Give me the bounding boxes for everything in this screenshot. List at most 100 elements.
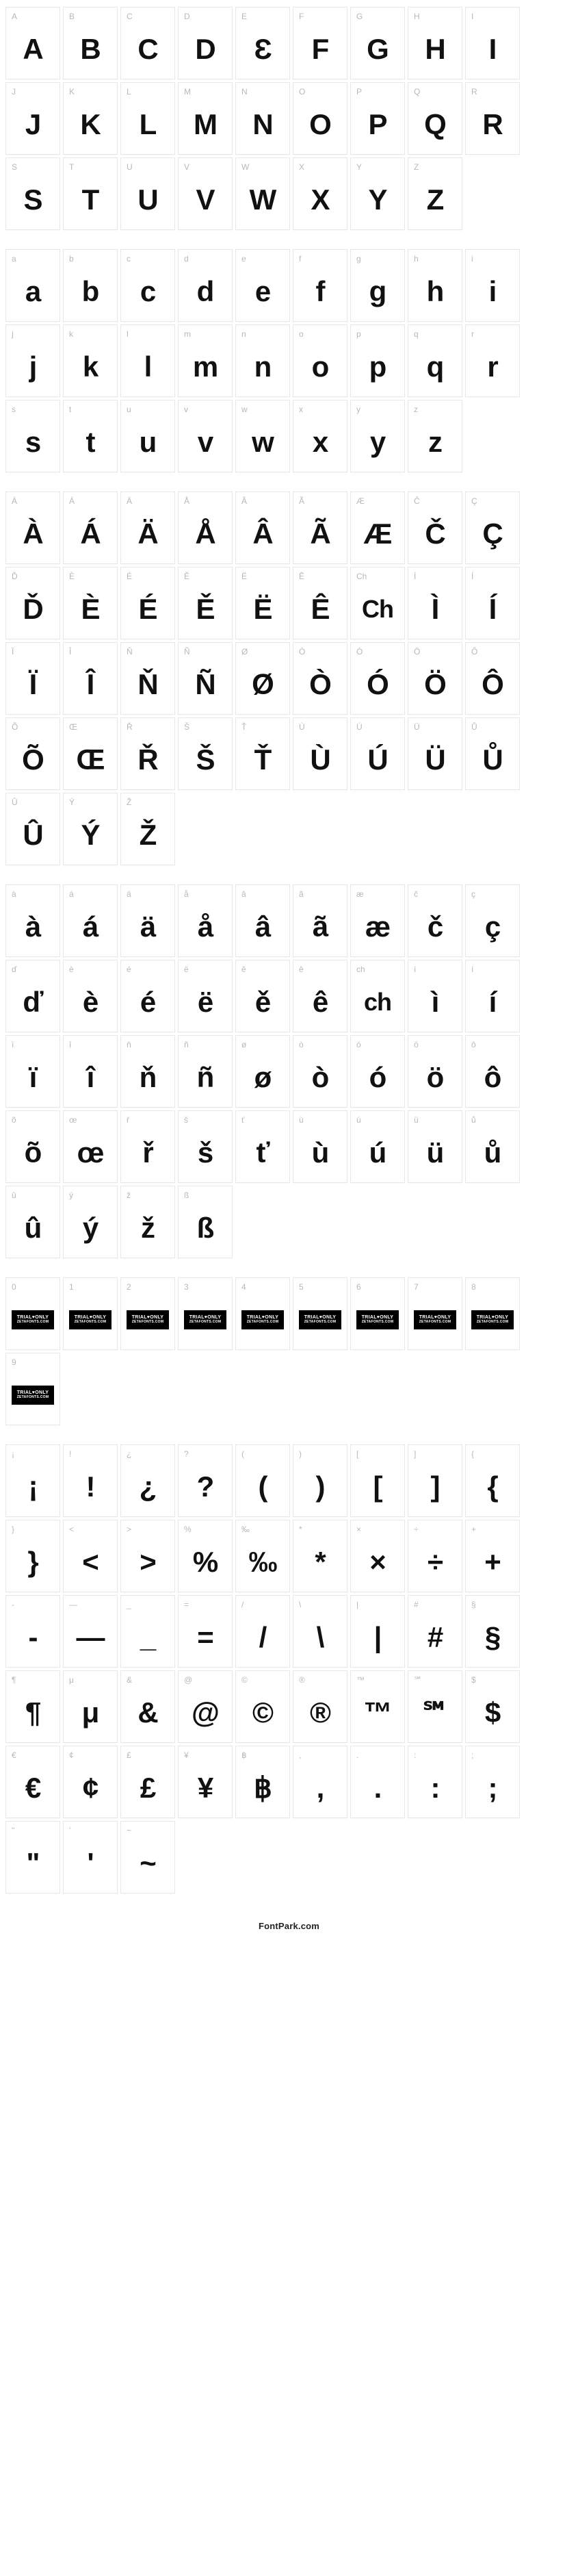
- glyph-cell[interactable]: zz: [408, 400, 462, 472]
- glyph-cell[interactable]: ((: [235, 1444, 290, 1517]
- glyph-cell[interactable]: >>: [120, 1520, 175, 1592]
- glyph-cell[interactable]: II: [465, 7, 520, 79]
- glyph-cell[interactable]: ;;: [465, 1746, 520, 1818]
- glyph-cell[interactable]: PP: [350, 82, 405, 155]
- glyph-cell[interactable]: 5TRIAL♥ONLYZETAFONTS.COM: [293, 1277, 347, 1350]
- glyph-cell[interactable]: óó: [350, 1035, 405, 1108]
- glyph-cell[interactable]: ûû: [5, 1186, 60, 1258]
- glyph-cell[interactable]: ËË: [235, 567, 290, 639]
- glyph-cell[interactable]: LL: [120, 82, 175, 155]
- glyph-cell[interactable]: ÓÓ: [350, 642, 405, 715]
- glyph-cell[interactable]: QQ: [408, 82, 462, 155]
- glyph-cell[interactable]: ÏÏ: [5, 642, 60, 715]
- glyph-cell[interactable]: μμ: [63, 1670, 118, 1743]
- glyph-cell[interactable]: ÚÚ: [350, 717, 405, 790]
- glyph-cell[interactable]: òò: [293, 1035, 347, 1108]
- glyph-cell[interactable]: ãã: [293, 884, 347, 957]
- glyph-cell[interactable]: ťť: [235, 1110, 290, 1183]
- glyph-cell[interactable]: rr: [465, 324, 520, 397]
- glyph-cell[interactable]: WW: [235, 157, 290, 230]
- glyph-cell[interactable]: ÎÎ: [63, 642, 118, 715]
- glyph-cell[interactable]: chch: [350, 960, 405, 1032]
- glyph-cell[interactable]: àà: [5, 884, 60, 957]
- glyph-cell[interactable]: $$: [465, 1670, 520, 1743]
- glyph-cell[interactable]: nn: [235, 324, 290, 397]
- glyph-cell[interactable]: hh: [408, 249, 462, 322]
- glyph-cell[interactable]: ÔÔ: [465, 642, 520, 715]
- glyph-cell[interactable]: ::: [408, 1746, 462, 1818]
- glyph-cell[interactable]: %%: [178, 1520, 233, 1592]
- glyph-cell[interactable]: éé: [120, 960, 175, 1032]
- glyph-cell[interactable]: ÇÇ: [465, 492, 520, 564]
- glyph-cell[interactable]: EƐ: [235, 7, 290, 79]
- glyph-cell[interactable]: **: [293, 1520, 347, 1592]
- glyph-cell[interactable]: ++: [465, 1520, 520, 1592]
- glyph-cell[interactable]: tt: [63, 400, 118, 472]
- glyph-cell[interactable]: ÙÙ: [293, 717, 347, 790]
- glyph-cell[interactable]: ÂÂ: [235, 492, 290, 564]
- glyph-cell[interactable]: BB: [63, 7, 118, 79]
- glyph-cell[interactable]: ßß: [178, 1186, 233, 1258]
- glyph-cell[interactable]: ,,: [293, 1746, 347, 1818]
- glyph-cell[interactable]: ÊÊ: [293, 567, 347, 639]
- glyph-cell[interactable]: HH: [408, 7, 462, 79]
- glyph-cell[interactable]: bb: [63, 249, 118, 322]
- glyph-cell[interactable]: )): [293, 1444, 347, 1517]
- glyph-cell[interactable]: 3TRIAL♥ONLYZETAFONTS.COM: [178, 1277, 233, 1350]
- glyph-cell[interactable]: __: [120, 1595, 175, 1668]
- glyph-cell[interactable]: ll: [120, 324, 175, 397]
- glyph-cell[interactable]: čč: [408, 884, 462, 957]
- glyph-cell[interactable]: 1TRIAL♥ONLYZETAFONTS.COM: [63, 1277, 118, 1350]
- glyph-cell[interactable]: 2TRIAL♥ONLYZETAFONTS.COM: [120, 1277, 175, 1350]
- glyph-cell[interactable]: ==: [178, 1595, 233, 1668]
- glyph-cell[interactable]: !!: [63, 1444, 118, 1517]
- glyph-cell[interactable]: ČČ: [408, 492, 462, 564]
- glyph-cell[interactable]: öö: [408, 1035, 462, 1108]
- glyph-cell[interactable]: řř: [120, 1110, 175, 1183]
- glyph-cell[interactable]: îî: [63, 1035, 118, 1108]
- glyph-cell[interactable]: cc: [120, 249, 175, 322]
- glyph-cell[interactable]: [[: [350, 1444, 405, 1517]
- glyph-cell[interactable]: qq: [408, 324, 462, 397]
- glyph-cell[interactable]: ff: [293, 249, 347, 322]
- glyph-cell[interactable]: üü: [408, 1110, 462, 1183]
- glyph-cell[interactable]: {{: [465, 1444, 520, 1517]
- glyph-cell[interactable]: 8TRIAL♥ONLYZETAFONTS.COM: [465, 1277, 520, 1350]
- glyph-cell[interactable]: ÷÷: [408, 1520, 462, 1592]
- glyph-cell[interactable]: 4TRIAL♥ONLYZETAFONTS.COM: [235, 1277, 290, 1350]
- glyph-cell[interactable]: ÃÃ: [293, 492, 347, 564]
- glyph-cell[interactable]: ÝÝ: [63, 793, 118, 865]
- glyph-cell[interactable]: ĚĚ: [178, 567, 233, 639]
- glyph-cell[interactable]: --: [5, 1595, 60, 1668]
- glyph-cell[interactable]: ÍÍ: [465, 567, 520, 639]
- glyph-cell[interactable]: RR: [465, 82, 520, 155]
- glyph-cell[interactable]: šš: [178, 1110, 233, 1183]
- glyph-cell[interactable]: œœ: [63, 1110, 118, 1183]
- glyph-cell[interactable]: ZZ: [408, 157, 462, 230]
- glyph-cell[interactable]: 6TRIAL♥ONLYZETAFONTS.COM: [350, 1277, 405, 1350]
- glyph-cell[interactable]: ää: [120, 884, 175, 957]
- glyph-cell[interactable]: ÑÑ: [178, 642, 233, 715]
- glyph-cell[interactable]: 9TRIAL♥ONLYZETAFONTS.COM: [5, 1353, 60, 1425]
- glyph-cell[interactable]: kk: [63, 324, 118, 397]
- glyph-cell[interactable]: ÕÕ: [5, 717, 60, 790]
- glyph-cell[interactable]: êê: [293, 960, 347, 1032]
- glyph-cell[interactable]: ÈÈ: [63, 567, 118, 639]
- glyph-cell[interactable]: ®®: [293, 1670, 347, 1743]
- glyph-cell[interactable]: ďď: [5, 960, 60, 1032]
- glyph-cell[interactable]: ØØ: [235, 642, 290, 715]
- glyph-cell[interactable]: ŒŒ: [63, 717, 118, 790]
- glyph-cell[interactable]: &&: [120, 1670, 175, 1743]
- glyph-cell[interactable]: ŽŽ: [120, 793, 175, 865]
- glyph-cell[interactable]: ññ: [178, 1035, 233, 1108]
- glyph-cell[interactable]: FF: [293, 7, 347, 79]
- glyph-cell[interactable]: úú: [350, 1110, 405, 1183]
- glyph-cell[interactable]: ¶¶: [5, 1670, 60, 1743]
- glyph-cell[interactable]: õõ: [5, 1110, 60, 1183]
- glyph-cell[interactable]: ŇŇ: [120, 642, 175, 715]
- glyph-cell[interactable]: ŮŮ: [465, 717, 520, 790]
- glyph-cell[interactable]: ÌÌ: [408, 567, 462, 639]
- glyph-cell[interactable]: ¢¢: [63, 1746, 118, 1818]
- glyph-cell[interactable]: }}: [5, 1520, 60, 1592]
- glyph-cell[interactable]: øø: [235, 1035, 290, 1108]
